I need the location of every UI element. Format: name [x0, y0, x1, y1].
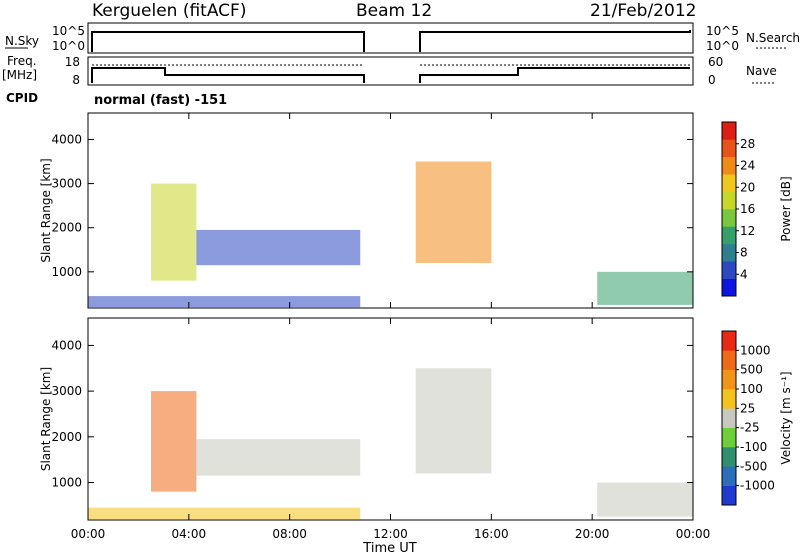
freq-trace	[91, 67, 690, 83]
colorbar-segment-3	[722, 427, 736, 448]
colorbar-segment-0	[722, 485, 736, 506]
colorbar-tick-label-0: 4	[740, 267, 748, 281]
sky-tick-bottom: 10^0	[52, 39, 85, 53]
power-panel: 1000 2000 3000 4000 Slant Range [km] 4 8 12 16 20…	[39, 112, 793, 309]
nave-label: Nave	[746, 64, 777, 78]
colorbar-tick-label-2: 12	[740, 224, 755, 238]
colorbar-segment-5	[722, 389, 736, 409]
freq-tick-bottom: 8	[72, 73, 80, 87]
x-tick-label-5: 20:00	[575, 527, 610, 541]
colorbar-segment-1	[722, 466, 736, 486]
colorbar-segment-2	[722, 243, 736, 262]
colorbar-segment-6	[722, 369, 736, 390]
freq-label-1: Freq.	[7, 54, 37, 68]
y-tick-label-1: 2000	[51, 430, 82, 444]
colorbar-tick-label-1: 8	[740, 246, 748, 260]
colorbar-tick-label-2: 100	[740, 382, 763, 396]
colorbar-tick-label-6: 28	[740, 137, 755, 151]
colorbar-segment-2	[722, 447, 736, 467]
x-tick-label-0: 00:00	[71, 527, 106, 541]
colorbar-segment-1	[722, 261, 736, 279]
cpid-value: normal (fast) -151	[94, 93, 227, 108]
echo-region-1	[151, 391, 197, 492]
sky-label: N.Sky	[5, 34, 39, 48]
colorbar-tick-label-4: 20	[740, 180, 755, 194]
echo-region-0	[88, 296, 361, 308]
velocity-panel: 1000 2000 3000 4000 Slant Range [km] 00:00 04:…	[39, 317, 793, 541]
echo-region-4	[597, 482, 693, 517]
colorbar-tick-label-5: -100	[740, 440, 767, 454]
echo-region-4	[597, 271, 693, 305]
date-title: 21/Feb/2012	[590, 1, 696, 21]
echo-region-1	[151, 183, 197, 281]
colorbar-segment-3	[722, 226, 736, 245]
echo-region-2	[196, 229, 361, 266]
colorbar-label: Velocity [m s⁻¹]	[779, 371, 793, 464]
colorbar-segment-0	[722, 278, 736, 297]
echo-region-0	[88, 507, 361, 520]
y-tick-label-0: 1000	[51, 265, 82, 279]
colorbar-segment-4	[722, 408, 736, 428]
sky-panel-frame	[87, 22, 694, 54]
search-tick-top: 10^5	[706, 24, 739, 38]
search-label: N.Search	[746, 31, 800, 45]
y-tick-label-0: 1000	[51, 476, 82, 490]
echo-region-3	[415, 161, 492, 263]
colorbar-label: Power [dB]	[779, 176, 793, 241]
colorbar-segment-7	[722, 156, 736, 175]
colorbar-tick-label-0: 1000	[740, 343, 771, 357]
y-tick-label-3: 4000	[51, 338, 82, 352]
search-tick-bottom: 10^0	[706, 39, 739, 53]
station-title: Kerguelen (fitACF)	[92, 1, 246, 21]
freq-label-2: [MHz]	[2, 68, 37, 82]
sky-noise-trace	[91, 30, 691, 52]
colorbar-tick-label-5: 24	[740, 159, 755, 173]
echo-region-2	[196, 439, 361, 476]
freq-panel-frame	[87, 56, 694, 86]
colorbar-segment-8	[722, 331, 736, 351]
colorbar-tick-label-3: 16	[740, 202, 755, 216]
x-tick-label-6: 00:00	[676, 527, 711, 541]
y-tick-label-2: 3000	[51, 177, 82, 191]
colorbar-segment-6	[722, 174, 736, 192]
x-tick-label-3: 12:00	[373, 527, 408, 541]
y-tick-label-3: 4000	[51, 132, 82, 146]
colorbar-tick-label-1: 500	[740, 363, 763, 377]
x-axis-label: Time UT	[362, 541, 416, 554]
x-tick-label-4: 16:00	[474, 527, 509, 541]
x-tick-label-2: 08:00	[272, 527, 307, 541]
colorbar-tick-label-3: 25	[740, 401, 755, 415]
echo-region-3	[415, 368, 492, 474]
nave-tick-bottom: 0	[708, 73, 716, 87]
colorbar-segment-4	[722, 209, 736, 227]
nave-tick-top: 60	[708, 55, 723, 69]
freq-tick-top: 18	[65, 55, 80, 69]
colorbar-segment-7	[722, 350, 736, 370]
colorbar-tick-label-4: -25	[740, 421, 760, 435]
cpid-label: CPID	[6, 91, 38, 105]
y-axis-label: Slant Range [km]	[39, 158, 53, 262]
colorbar-segment-9	[722, 122, 736, 140]
y-axis-label: Slant Range [km]	[39, 367, 53, 471]
sky-tick-top: 10^5	[52, 24, 85, 38]
colorbar-tick-label-6: -500	[740, 459, 767, 473]
colorbar-frame	[721, 330, 737, 506]
colorbar-segment-5	[722, 191, 736, 210]
colorbar-tick-label-7: -1000	[740, 479, 775, 493]
beam-title: Beam 12	[356, 1, 432, 21]
x-tick-label-1: 04:00	[172, 527, 207, 541]
colorbar-segment-8	[722, 139, 736, 158]
y-tick-label-2: 3000	[51, 384, 82, 398]
y-tick-label-1: 2000	[51, 221, 82, 235]
